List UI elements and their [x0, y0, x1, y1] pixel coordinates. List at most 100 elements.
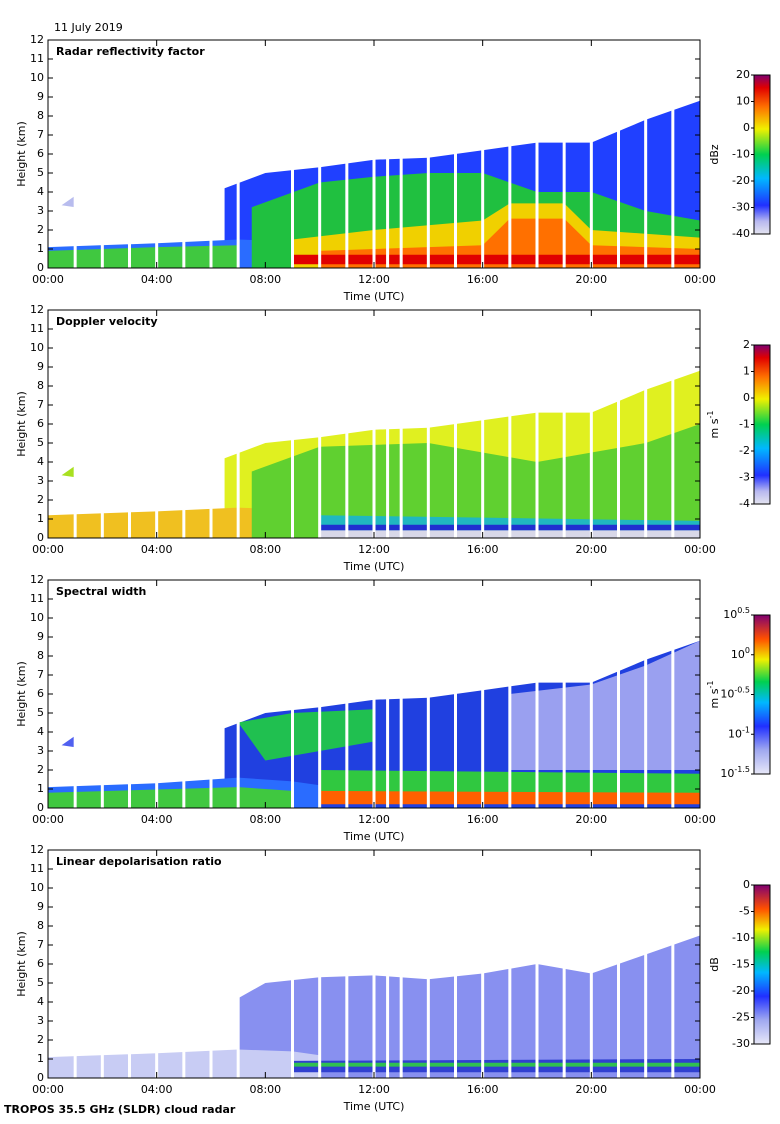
data-gap [562, 310, 566, 538]
echo [48, 245, 239, 268]
x-tick-label: 20:00 [575, 1083, 607, 1096]
data-gap [481, 310, 485, 538]
label-exponent: -1 [706, 681, 715, 689]
data-gap [644, 40, 648, 268]
data-gap [535, 850, 539, 1078]
y-tick-label: 6 [37, 417, 44, 430]
x-tick-label: 04:00 [141, 813, 173, 826]
echo [238, 709, 374, 761]
colorbar-tick-label: 100 [731, 645, 750, 661]
x-tick-label: 00:00 [32, 543, 64, 556]
data-gap [100, 40, 104, 268]
colorbar-tick-label: -30 [732, 201, 750, 214]
tick-exponent: -1 [742, 725, 750, 734]
y-tick-label: 12 [30, 843, 44, 856]
data-gap [671, 580, 675, 808]
y-tick-label: 11 [30, 52, 44, 65]
echo [61, 195, 76, 208]
label-exponent: -1 [706, 411, 715, 419]
x-tick-label: 00:00 [684, 813, 716, 826]
data-gap [128, 580, 131, 808]
panel: Radar reflectivity factor012345678910111… [15, 33, 771, 303]
data-gap [399, 40, 403, 268]
data-gap [535, 580, 539, 808]
x-axis-label: Time (UTC) [343, 290, 405, 303]
y-tick-label: 7 [37, 128, 44, 141]
data-gap [386, 580, 390, 808]
colorbar-tick-label: -20 [732, 174, 750, 187]
y-tick-label: 4 [37, 185, 44, 198]
colorbar-tick-label: 10-0.5 [720, 685, 750, 701]
radar-field [48, 580, 700, 808]
x-tick-label: 16:00 [467, 813, 499, 826]
y-tick-label: 6 [37, 147, 44, 160]
y-tick-label: 5 [37, 706, 44, 719]
data-gap [617, 40, 620, 268]
colorbar-tick-label: -1 [739, 418, 750, 431]
y-tick-label: 1 [37, 242, 44, 255]
y-tick-label: 3 [37, 474, 44, 487]
panel-title: Linear depolarisation ratio [56, 855, 222, 868]
panel-title: Spectral width [56, 585, 146, 598]
echo [292, 254, 700, 265]
x-tick-label: 20:00 [575, 813, 607, 826]
x-tick-label: 08:00 [249, 273, 281, 286]
data-gap [386, 40, 390, 268]
x-tick-label: 00:00 [684, 543, 716, 556]
colorbar-label: m s-1 [706, 681, 722, 709]
colorbar-tick-label: -5 [739, 905, 750, 918]
echo [292, 1062, 700, 1067]
data-gap [209, 40, 213, 268]
x-tick-label: 08:00 [249, 1083, 281, 1096]
data-gap [399, 580, 403, 808]
x-tick-label: 00:00 [684, 1083, 716, 1096]
data-gap [128, 310, 131, 538]
data-gap [155, 580, 159, 808]
colorbar [753, 614, 771, 775]
y-tick-label: 6 [37, 687, 44, 700]
colorbar-tick-label: -10 [732, 148, 750, 161]
data-gap [182, 850, 186, 1078]
y-tick-label: 11 [30, 862, 44, 875]
data-gap [671, 850, 675, 1078]
colorbar-tick-label: 0 [743, 121, 750, 134]
y-tick-label: 7 [37, 398, 44, 411]
echo [238, 935, 700, 1078]
x-axis-label: Time (UTC) [343, 1100, 405, 1113]
data-gap [481, 850, 485, 1078]
echo [509, 640, 700, 770]
data-gap [345, 580, 349, 808]
data-gap [617, 310, 620, 538]
y-tick-label: 9 [37, 630, 44, 643]
x-tick-label: 16:00 [467, 543, 499, 556]
colorbar-tick-label: 10-1.5 [720, 765, 750, 781]
data-gap [426, 580, 430, 808]
data-gap [454, 310, 457, 538]
x-tick-label: 00:00 [32, 1083, 64, 1096]
x-tick-label: 12:00 [358, 543, 390, 556]
panel-title: Radar reflectivity factor [56, 45, 205, 58]
colorbar-tick-label: -30 [732, 1037, 750, 1050]
x-tick-label: 16:00 [467, 1083, 499, 1096]
x-tick-label: 08:00 [249, 813, 281, 826]
data-gap [291, 580, 294, 808]
y-axis-label: Height (km) [15, 391, 28, 457]
colorbar-tick-label: -10 [732, 931, 750, 944]
y-tick-label: 8 [37, 109, 44, 122]
data-gap [73, 580, 77, 808]
colorbar-tick-label: 10 [736, 95, 750, 108]
label-text: m s [708, 418, 721, 438]
colorbar-tick-label: 20 [736, 68, 750, 81]
panel: Linear depolarisation ratio0123456789101… [15, 843, 771, 1113]
data-gap [100, 310, 104, 538]
y-tick-label: 1 [37, 1052, 44, 1065]
data-gap [454, 580, 457, 808]
y-tick-label: 4 [37, 455, 44, 468]
data-gap [155, 40, 159, 268]
data-gap [589, 580, 593, 808]
x-tick-label: 16:00 [467, 273, 499, 286]
data-gap [100, 850, 104, 1078]
y-tick-label: 9 [37, 360, 44, 373]
